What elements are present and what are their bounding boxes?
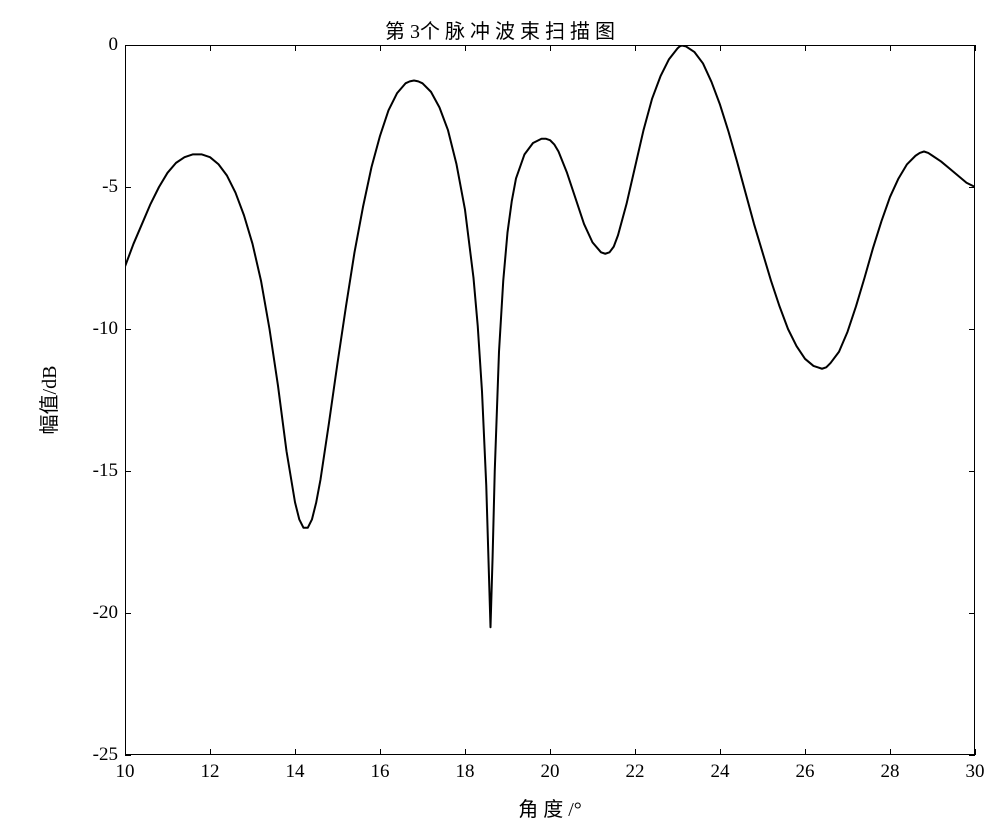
y-tick-label: -15 [80, 460, 118, 482]
x-tick-mark [465, 45, 466, 51]
x-tick-mark [635, 749, 636, 755]
x-tick-label: 20 [541, 761, 560, 783]
chart-title: 第 3个 脉 冲 波 束 扫 描 图 [0, 15, 1000, 44]
x-tick-mark [720, 749, 721, 755]
x-tick-label: 18 [456, 761, 475, 783]
x-tick-label: 30 [966, 761, 985, 783]
x-tick-mark [975, 749, 976, 755]
x-tick-mark [295, 749, 296, 755]
y-tick-mark [125, 613, 131, 614]
y-tick-label: -10 [80, 318, 118, 340]
x-tick-label: 28 [881, 761, 900, 783]
y-tick-mark [969, 329, 975, 330]
x-tick-label: 24 [711, 761, 730, 783]
x-tick-mark [890, 45, 891, 51]
y-tick-label: 0 [80, 34, 118, 56]
x-tick-mark [635, 45, 636, 51]
x-tick-mark [210, 45, 211, 51]
x-tick-mark [465, 749, 466, 755]
y-tick-mark [125, 471, 131, 472]
x-tick-label: 22 [626, 761, 645, 783]
x-tick-mark [805, 45, 806, 51]
y-tick-label: -25 [80, 744, 118, 766]
x-axis-label: 角 度 /° [125, 793, 975, 822]
curve-svg [125, 45, 975, 755]
x-tick-mark [550, 45, 551, 51]
y-tick-mark [125, 187, 131, 188]
x-tick-label: 12 [201, 761, 220, 783]
beam-scan-chart: 第 3个 脉 冲 波 束 扫 描 图 角 度 /° 幅值/dB 10 12 14 16… [0, 0, 1000, 833]
x-tick-label: 26 [796, 761, 815, 783]
x-tick-mark [210, 749, 211, 755]
x-tick-mark [975, 45, 976, 51]
y-tick-label: -5 [80, 176, 118, 198]
x-tick-mark [380, 45, 381, 51]
x-tick-mark [295, 45, 296, 51]
x-tick-label: 14 [286, 761, 305, 783]
plot-area [125, 45, 975, 755]
y-tick-mark [125, 755, 131, 756]
y-tick-label: -20 [80, 602, 118, 624]
y-tick-mark [969, 45, 975, 46]
x-tick-label: 10 [116, 761, 135, 783]
y-tick-mark [969, 471, 975, 472]
y-tick-mark [969, 613, 975, 614]
y-axis-label: 幅值/dB [33, 45, 62, 755]
y-tick-mark [969, 187, 975, 188]
x-tick-mark [720, 45, 721, 51]
y-tick-mark [969, 755, 975, 756]
y-tick-mark [125, 329, 131, 330]
y-tick-mark [125, 45, 131, 46]
x-tick-mark [380, 749, 381, 755]
x-tick-mark [890, 749, 891, 755]
x-tick-mark [805, 749, 806, 755]
x-tick-mark [550, 749, 551, 755]
x-tick-label: 16 [371, 761, 390, 783]
beam-curve [125, 46, 975, 628]
